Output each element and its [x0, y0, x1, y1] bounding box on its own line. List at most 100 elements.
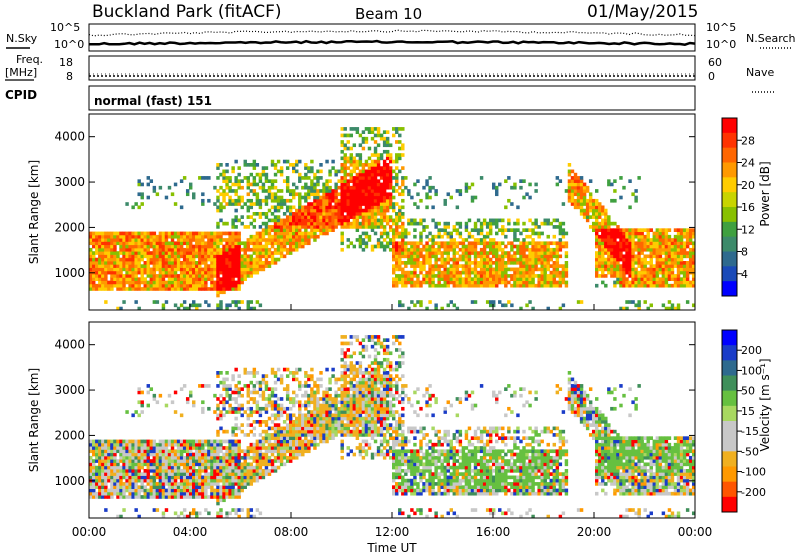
- power-cell: [525, 258, 528, 262]
- velocity-cell: [101, 453, 104, 457]
- power-cell: [225, 277, 228, 281]
- velocity-cell: [180, 440, 183, 444]
- power-cell: [668, 271, 671, 275]
- power-cell: [298, 225, 301, 229]
- power-cell: [689, 264, 692, 268]
- power-cell: [250, 268, 253, 272]
- power-cell: [659, 228, 662, 232]
- power-cell: [371, 179, 374, 183]
- power-cell: [519, 186, 522, 190]
- velocity-cell: [174, 449, 177, 453]
- power-cell: [368, 222, 371, 226]
- power-cell: [125, 241, 128, 245]
- velocity-cell: [222, 413, 225, 417]
- power-cell: [531, 248, 534, 252]
- power-cell: [404, 281, 407, 285]
- power-cell: [628, 251, 631, 255]
- power-cell: [107, 251, 110, 255]
- power-cell: [562, 202, 565, 206]
- power-cell: [128, 245, 131, 249]
- power-cell: [380, 196, 383, 200]
- power-cell: [495, 254, 498, 258]
- power-cell: [256, 241, 259, 245]
- power-cell: [204, 241, 207, 245]
- power-cell: [489, 225, 492, 229]
- power-cell: [556, 225, 559, 229]
- velocity-cell: [228, 479, 231, 483]
- power-cell: [540, 284, 543, 288]
- power-cell: [213, 264, 216, 268]
- velocity-cell: [231, 469, 234, 473]
- velocity-cell: [213, 469, 216, 473]
- power-cell: [674, 235, 677, 239]
- power-cell: [401, 183, 404, 187]
- power-cell: [347, 173, 350, 177]
- velocity-cell: [228, 462, 231, 466]
- power-cell: [534, 248, 537, 252]
- power-cell: [516, 258, 519, 262]
- power-cell: [337, 205, 340, 209]
- power-cell: [268, 186, 271, 190]
- power-cell: [483, 241, 486, 245]
- power-cell: [425, 248, 428, 252]
- power-cell: [519, 274, 522, 278]
- velocity-cell: [183, 469, 186, 473]
- velocity-cell: [216, 485, 219, 489]
- power-cell: [225, 271, 228, 275]
- power-cell: [601, 258, 604, 262]
- power-cell: [628, 241, 631, 245]
- power-cell: [398, 245, 401, 249]
- power-cell: [410, 261, 413, 265]
- colorbar-swatch: [722, 222, 737, 237]
- power-cell: [556, 268, 559, 272]
- power-cell: [647, 271, 650, 275]
- velocity-cell: [222, 381, 225, 385]
- velocity-cell: [107, 489, 110, 493]
- power-cell: [431, 268, 434, 272]
- power-cell: [365, 160, 368, 164]
- velocity-cell: [198, 446, 201, 450]
- power-cell: [122, 238, 125, 242]
- power-cell: [231, 245, 234, 249]
- power-cell: [350, 186, 353, 190]
- power-cell: [198, 176, 201, 180]
- power-cell: [174, 271, 177, 275]
- power-cell: [286, 219, 289, 223]
- power-cell: [219, 303, 222, 307]
- power-cell: [447, 303, 450, 307]
- power-cell: [307, 232, 310, 236]
- velocity-cell: [89, 462, 92, 466]
- power-cell: [447, 192, 450, 196]
- power-cell: [571, 202, 574, 206]
- velocity-cell: [174, 469, 177, 473]
- power-cell: [413, 264, 416, 268]
- power-cell: [110, 264, 113, 268]
- power-cell: [344, 186, 347, 190]
- power-cell: [392, 176, 395, 180]
- power-cell: [365, 212, 368, 216]
- power-cell: [340, 156, 343, 160]
- power-cell: [647, 268, 650, 272]
- power-cell: [356, 183, 359, 187]
- power-cell: [95, 258, 98, 262]
- power-cell: [507, 274, 510, 278]
- power-cell: [398, 127, 401, 131]
- power-cell: [265, 225, 268, 229]
- velocity-cell: [183, 446, 186, 450]
- power-cell: [301, 205, 304, 209]
- power-cell: [234, 192, 237, 196]
- power-cell: [274, 258, 277, 262]
- velocity-cell: [141, 449, 144, 453]
- velocity-cell: [95, 449, 98, 453]
- power-cell: [643, 235, 646, 239]
- power-cell: [301, 225, 304, 229]
- power-cell: [456, 205, 459, 209]
- power-cell: [386, 173, 389, 177]
- power-cell: [316, 209, 319, 213]
- velocity-cell: [141, 476, 144, 480]
- power-cell: [525, 277, 528, 281]
- power-cell: [337, 222, 340, 226]
- power-cell: [144, 281, 147, 285]
- power-cell: [659, 251, 662, 255]
- power-cell: [680, 251, 683, 255]
